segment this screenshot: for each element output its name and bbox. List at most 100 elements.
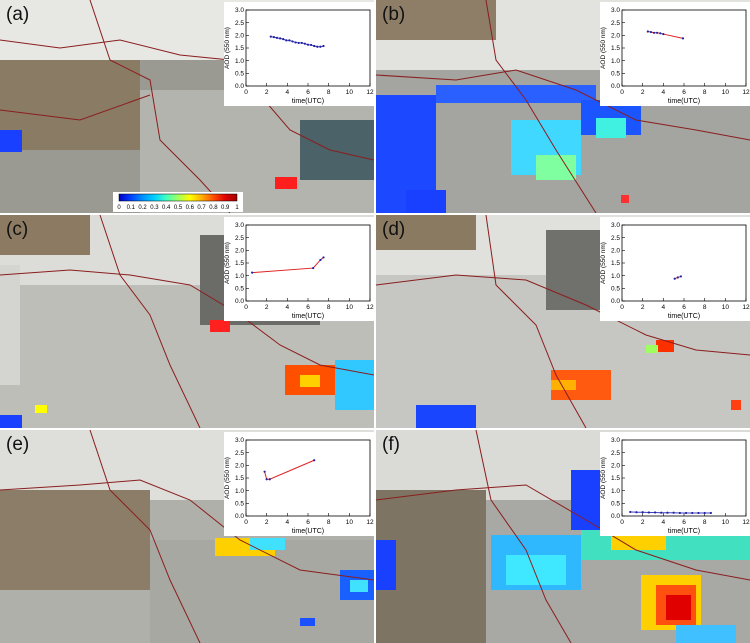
data-point <box>269 35 272 38</box>
data-point <box>646 30 649 33</box>
x-tick-label: 4 <box>286 519 290 526</box>
data-point <box>285 39 288 42</box>
panel-e: (e) 0 2 4 6 8 10 12 0.0 0.5 1.0 1.5 2.0 2.5 3.0 time(U… <box>0 430 374 643</box>
data-point <box>322 44 325 48</box>
x-tick-label: 10 <box>722 304 730 311</box>
panel-f: (f) 0 2 4 6 8 10 12 0.0 0.5 1.0 1.5 2.0 2.5 3.0 time(U… <box>376 430 750 643</box>
colorbar-tick-label: 0 <box>117 205 121 211</box>
data-point <box>679 275 682 278</box>
data-point <box>629 510 632 514</box>
colorbar-tick-label: 0.6 <box>186 205 195 211</box>
y-tick-label: 0.0 <box>611 513 620 520</box>
panel-a: (a) 0 2 4 6 8 10 12 0.0 0.5 1.0 1.5 2.0 2.5 3.0 time(U… <box>0 0 374 213</box>
x-tick-label: 0 <box>244 519 248 526</box>
data-point <box>275 36 279 39</box>
data-point <box>691 511 694 515</box>
x-tick-label: 0 <box>620 89 624 96</box>
panel-label: (f) <box>382 434 400 455</box>
y-tick-label: 0.5 <box>235 501 244 508</box>
data-point <box>709 511 712 515</box>
y-tick-label: 1.0 <box>611 58 620 65</box>
y-tick-label: 0.5 <box>611 71 620 78</box>
data-point <box>676 276 679 279</box>
x-tick-label: 0 <box>620 519 624 526</box>
data-point <box>703 511 706 515</box>
data-point <box>666 511 669 514</box>
y-axis-label: AOD (550 nm) <box>600 27 607 69</box>
plot-frame <box>245 9 371 87</box>
aod-inset-d: 0 2 4 6 8 10 12 0.0 0.5 1.0 1.5 2.0 2.5 3.0 time(UTC) A… <box>600 217 750 321</box>
data-point <box>653 511 657 514</box>
x-axis-label: time(UTC) <box>668 313 700 320</box>
x-tick-label: 2 <box>641 304 645 311</box>
x-axis-label: time(UTC) <box>668 98 700 105</box>
data-point <box>649 30 653 34</box>
data-point <box>291 40 294 43</box>
plot-frame <box>621 9 747 87</box>
x-tick-label: 12 <box>742 304 750 311</box>
y-tick-label: 2.0 <box>611 463 620 470</box>
data-point <box>697 511 700 515</box>
x-tick-label: 2 <box>265 519 269 526</box>
y-tick-label: 1.5 <box>611 45 620 52</box>
x-tick-label: 8 <box>703 89 707 96</box>
y-tick-label: 0.0 <box>611 83 620 90</box>
aod-inset-a: 0 2 4 6 8 10 12 0.0 0.5 1.0 1.5 2.0 2.5 3.0 time(UTC) A… <box>224 2 374 106</box>
panel-label: (e) <box>6 434 30 455</box>
y-tick-label: 1.0 <box>235 488 244 495</box>
panel-d: (d) 0 2 4 6 8 10 12 0.0 0.5 1.0 1.5 2.0 2.5 3.0 time(U… <box>376 215 750 428</box>
y-tick-label: 2.5 <box>611 235 620 242</box>
data-point <box>313 44 316 48</box>
data-point <box>319 258 322 262</box>
x-tick-label: 8 <box>327 304 331 311</box>
x-tick-label: 12 <box>742 89 750 96</box>
panel-label: (b) <box>382 4 406 25</box>
x-tick-label: 8 <box>703 304 707 311</box>
data-point <box>672 511 675 514</box>
plot-frame <box>245 439 371 517</box>
colorbar-tick-label: 0.9 <box>221 205 230 211</box>
y-tick-label: 3.0 <box>611 222 620 229</box>
y-tick-label: 2.5 <box>235 235 244 242</box>
y-tick-label: 3.0 <box>611 7 620 14</box>
y-tick-label: 1.5 <box>611 475 620 482</box>
y-tick-label: 3.0 <box>235 222 244 229</box>
x-tick-label: 0 <box>620 304 624 311</box>
data-point <box>288 39 291 42</box>
y-tick-label: 3.0 <box>235 7 244 14</box>
y-tick-label: 2.0 <box>611 248 620 255</box>
x-tick-label: 12 <box>366 519 374 526</box>
data-point <box>268 478 271 481</box>
plot-frame <box>621 224 747 302</box>
y-tick-label: 2.5 <box>611 20 620 27</box>
aod-inset-f: 0 2 4 6 8 10 12 0.0 0.5 1.0 1.5 2.0 2.5 3.0 time(UTC) A… <box>600 432 750 536</box>
x-tick-label: 4 <box>662 89 666 96</box>
data-point <box>322 256 325 259</box>
x-tick-label: 8 <box>327 89 331 96</box>
x-tick-label: 0 <box>244 89 248 96</box>
y-tick-label: 1.5 <box>235 45 244 52</box>
y-tick-label: 0.5 <box>235 71 244 78</box>
x-tick-label: 12 <box>366 89 374 96</box>
y-tick-label: 2.5 <box>611 450 620 457</box>
x-tick-label: 8 <box>327 519 331 526</box>
data-point <box>662 32 665 36</box>
data-point <box>319 45 322 48</box>
x-tick-label: 10 <box>346 304 354 311</box>
x-tick-label: 2 <box>265 304 269 311</box>
panel-label: (d) <box>382 219 406 240</box>
x-tick-label: 6 <box>682 304 686 311</box>
colorbar-tick-label: 0.2 <box>138 205 147 211</box>
data-point <box>684 511 688 515</box>
data-point <box>678 511 681 515</box>
colorbar: 0 0.1 0.2 0.3 0.4 0.5 0.6 0.7 0.8 0.9 1 <box>113 192 243 212</box>
panel-label: (a) <box>6 4 30 25</box>
x-tick-label: 4 <box>662 304 666 311</box>
aod-inset-b: 0 2 4 6 8 10 12 0.0 0.5 1.0 1.5 2.0 2.5 3.0 time(UTC) A… <box>600 2 750 106</box>
x-tick-label: 4 <box>662 519 666 526</box>
data-point <box>641 511 644 514</box>
data-point <box>263 470 266 473</box>
data-point <box>652 31 656 34</box>
data-point <box>306 43 310 46</box>
